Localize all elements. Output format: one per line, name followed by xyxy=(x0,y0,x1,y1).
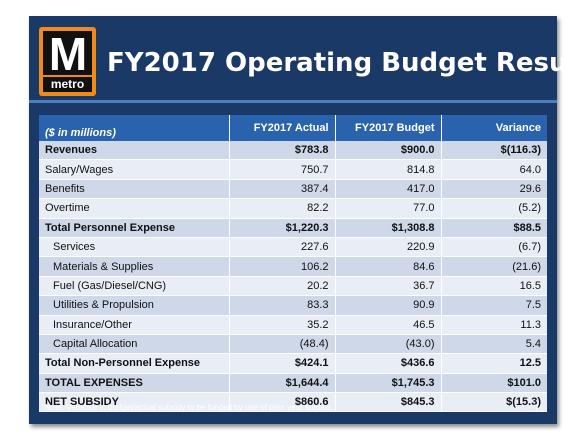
table-row: Insurance/Other 35.2 46.5 11.3 xyxy=(39,315,547,335)
row-label: Revenues xyxy=(39,141,230,161)
cell-actual: $1,220.3 xyxy=(229,218,336,238)
cell-variance: 7.5 xyxy=(441,295,547,316)
cell-budget: $900.0 xyxy=(335,141,442,161)
cell-budget: 84.6 xyxy=(335,256,442,277)
column-header-variance: Variance xyxy=(441,115,547,141)
table-row: Revenues $783.8 $900.0 $(116.3) xyxy=(39,141,547,161)
cell-variance: 64.0 xyxy=(441,159,547,180)
table-row: Fuel (Gas/Diesel/CNG) 20.2 36.7 16.5 xyxy=(39,276,547,297)
cell-budget: 77.0 xyxy=(335,198,442,219)
cell-budget: 36.7 xyxy=(335,276,442,297)
table-row: Overtime 82.2 77.0 (5.2) xyxy=(39,198,547,219)
cell-variance: $(15.3) xyxy=(441,392,547,413)
row-label: Total Non-Personnel Expense xyxy=(39,353,230,374)
row-label: Utilities & Propulsion xyxy=(39,295,230,316)
cell-budget: 90.9 xyxy=(335,295,442,316)
table-row: Services 227.6 220.9 (6.7) xyxy=(39,237,547,258)
cell-variance: (5.2) xyxy=(441,198,547,219)
cell-actual: 35.2 xyxy=(229,315,336,335)
metro-logo: M metro xyxy=(39,27,96,96)
cell-budget: $845.3 xyxy=(335,392,442,413)
title-divider xyxy=(29,100,557,103)
cell-budget: 417.0 xyxy=(335,179,442,200)
cell-variance: (6.7) xyxy=(441,237,547,258)
budget-table-container: ($ in millions) FY2017 Actual FY2017 Bud… xyxy=(39,115,547,413)
column-header-actual: FY2017 Actual xyxy=(229,115,336,141)
title-band: M metro FY2017 Operating Budget Results xyxy=(29,16,580,98)
cell-variance: 11.3 xyxy=(441,315,547,335)
cell-variance: 5.4 xyxy=(441,334,547,355)
row-label: Insurance/Other xyxy=(39,315,230,335)
cell-actual: 227.6 xyxy=(229,237,336,258)
table-header-row: ($ in millions) FY2017 Actual FY2017 Bud… xyxy=(39,115,547,141)
row-label: Services xyxy=(39,237,230,258)
cell-budget: $436.6 xyxy=(335,353,442,374)
cell-actual: 106.2 xyxy=(229,256,336,277)
logo-wordmark: metro xyxy=(43,77,92,92)
cell-actual: 83.3 xyxy=(229,295,336,316)
cell-actual: 387.4 xyxy=(229,179,336,200)
table-row: NET SUBSIDY $860.6 $845.3 $(15.3) xyxy=(39,392,547,413)
row-label: TOTAL EXPENSES xyxy=(39,373,230,394)
slide-title: FY2017 Operating Budget Results xyxy=(107,48,580,78)
cell-budget: 220.9 xyxy=(335,237,442,258)
page-number: 7 xyxy=(533,403,539,413)
row-label: Total Personnel Expense xyxy=(39,218,230,238)
cell-budget: 814.8 xyxy=(335,159,442,180)
column-header-budget: FY2017 Budget xyxy=(335,115,442,141)
row-label: NET SUBSIDY xyxy=(39,392,230,413)
cell-variance: $(116.3) xyxy=(441,141,547,161)
row-label: Fuel (Gas/Diesel/CNG) xyxy=(39,276,230,297)
cell-variance: 16.5 xyxy=(441,276,547,297)
cell-actual: 750.7 xyxy=(229,159,336,180)
cell-variance: $88.5 xyxy=(441,218,547,238)
footnote: Note: Variance in budget/actual subsidy … xyxy=(45,403,334,412)
row-label: Benefits xyxy=(39,179,230,200)
cell-actual: 82.2 xyxy=(229,198,336,219)
row-label: Salary/Wages xyxy=(39,159,230,180)
table-row: Benefits 387.4 417.0 29.6 xyxy=(39,179,547,200)
cell-actual: (48.4) xyxy=(229,334,336,355)
cell-variance: $101.0 xyxy=(441,373,547,394)
table-row: Utilities & Propulsion 83.3 90.9 7.5 xyxy=(39,295,547,316)
table-row: Salary/Wages 750.7 814.8 64.0 xyxy=(39,159,547,180)
cell-budget: (43.0) xyxy=(335,334,442,355)
table-row: Total Non-Personnel Expense $424.1 $436.6 1… xyxy=(39,353,547,374)
cell-budget: 46.5 xyxy=(335,315,442,335)
cell-actual: $860.6 xyxy=(229,392,336,413)
row-label: Overtime xyxy=(39,198,230,219)
row-label: Capital Allocation xyxy=(39,334,230,355)
slide-panel: M metro FY2017 Operating Budget Results … xyxy=(29,16,580,424)
table-row: TOTAL EXPENSES $1,644.4 $1,745.3 $101.0 xyxy=(39,373,547,394)
cell-variance: 29.6 xyxy=(441,179,547,200)
cell-actual: $424.1 xyxy=(229,353,336,374)
cell-actual: $1,644.4 xyxy=(229,373,336,394)
table-body: Revenues $783.8 $900.0 $(116.3) Salary/Wages… xyxy=(39,141,547,413)
cell-variance: 12.5 xyxy=(441,353,547,374)
logo-mark: M xyxy=(43,31,92,77)
cell-actual: 20.2 xyxy=(229,276,336,297)
table-row: Capital Allocation (48.4) (43.0) 5.4 xyxy=(39,334,547,355)
cell-variance: (21.6) xyxy=(441,256,547,277)
unit-label: ($ in millions) xyxy=(39,115,230,141)
cell-budget: $1,745.3 xyxy=(335,373,442,394)
cell-budget: $1,308.8 xyxy=(335,218,442,238)
row-label: Materials & Supplies xyxy=(39,256,230,277)
table-row: Materials & Supplies 106.2 84.6 (21.6) xyxy=(39,256,547,277)
budget-table: ($ in millions) FY2017 Actual FY2017 Bud… xyxy=(39,115,547,413)
table-row: Total Personnel Expense $1,220.3 $1,308.8 $… xyxy=(39,218,547,238)
cell-actual: $783.8 xyxy=(229,141,336,161)
